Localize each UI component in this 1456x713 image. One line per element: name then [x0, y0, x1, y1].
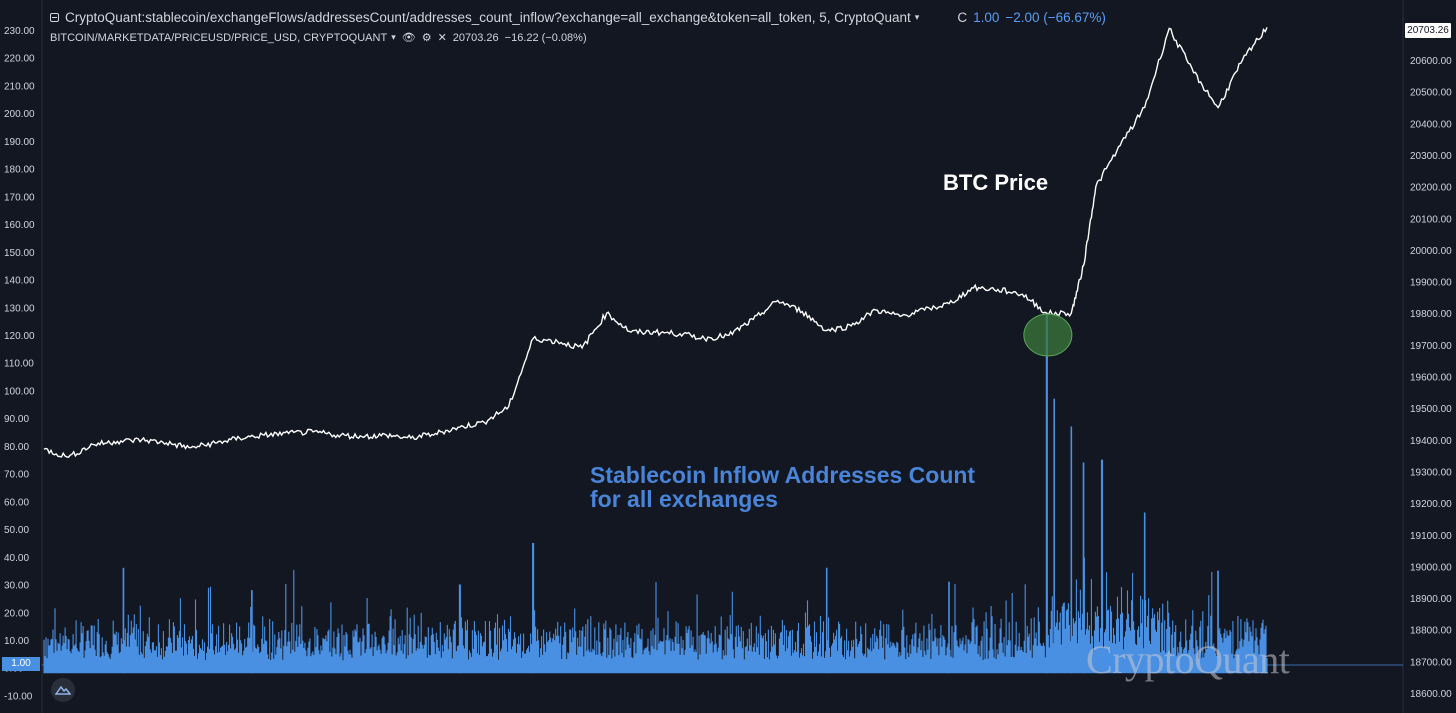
- right-tick-label: 19200.00: [1410, 499, 1452, 510]
- chart-legend: CryptoQuant:stablecoin/exchangeFlows/add…: [50, 10, 1106, 44]
- left-tick-label: 80.00: [4, 442, 29, 453]
- left-tick-label: 90.00: [4, 414, 29, 425]
- right-tick-label: 20000.00: [1410, 246, 1452, 257]
- right-tick-label: 19000.00: [1410, 562, 1452, 573]
- gear-icon[interactable]: ⚙: [421, 32, 432, 44]
- left-tick-label: 170.00: [4, 192, 35, 203]
- watermark: CryptoQuant: [1086, 637, 1290, 682]
- price-title: BITCOIN/MARKETDATA/PRICEUSD/PRICE_USD, C…: [50, 31, 388, 44]
- chevron-down-icon[interactable]: ▾: [914, 12, 920, 22]
- right-tick-label: 19600.00: [1410, 373, 1452, 384]
- series-legend-row[interactable]: CryptoQuant:stablecoin/exchangeFlows/add…: [50, 10, 1106, 25]
- close-icon[interactable]: ✕: [437, 32, 447, 44]
- left-tick-label: 120.00: [4, 331, 35, 342]
- btc-price-annotation: BTC Price: [943, 170, 1049, 195]
- left-tick-label: 130.00: [4, 303, 35, 314]
- left-tick-label: 100.00: [4, 386, 35, 397]
- right-tick-label: 20200.00: [1410, 183, 1452, 194]
- right-tick-label: 18900.00: [1410, 594, 1452, 605]
- right-tick-label: 19500.00: [1410, 404, 1452, 415]
- left-tick-label: 220.00: [4, 54, 35, 65]
- left-tick-label: -10.00: [4, 691, 33, 702]
- left-tick-label: 150.00: [4, 248, 35, 259]
- eye-icon[interactable]: 👁: [401, 32, 416, 44]
- right-tick-label: 19400.00: [1410, 436, 1452, 447]
- price-legend-row[interactable]: BITCOIN/MARKETDATA/PRICEUSD/PRICE_USD, C…: [50, 31, 1106, 45]
- right-tick-label: 19100.00: [1410, 531, 1452, 542]
- right-tick-label: 20400.00: [1410, 119, 1452, 130]
- left-tick-label: 20.00: [4, 608, 29, 619]
- right-tick-label: 18600.00: [1410, 689, 1452, 700]
- stablecoin-annotation: Stablecoin Inflow Addresses Count for al…: [590, 463, 975, 511]
- right-tick-label: 20300.00: [1410, 151, 1452, 162]
- left-tick-label: 60.00: [4, 497, 29, 508]
- left-tick-label: 140.00: [4, 276, 35, 287]
- price-change: −16.22 (−0.08%): [504, 31, 587, 44]
- left-tick-label: 70.00: [4, 470, 29, 481]
- right-tick-label: 20100.00: [1410, 214, 1452, 225]
- left-tick-label: 200.00: [4, 109, 35, 120]
- last-inflow-tag: 1.00: [2, 657, 40, 671]
- inflow-bars: [43, 312, 1268, 674]
- left-tick-label: 190.00: [4, 137, 35, 148]
- series-title: CryptoQuant:stablecoin/exchangeFlows/add…: [65, 10, 911, 25]
- last-price-tag: 20703.26: [1405, 23, 1451, 38]
- highlight-circle: [1023, 313, 1073, 357]
- left-tick-label: 10.00: [4, 636, 29, 647]
- right-tick-label: 18700.00: [1410, 657, 1452, 668]
- left-tick-label: 230.00: [4, 26, 35, 37]
- left-tick-label: 50.00: [4, 525, 29, 536]
- price-line: [43, 27, 1268, 458]
- chevron-down-icon[interactable]: ▾: [391, 32, 396, 42]
- price-value: 20703.26: [452, 31, 499, 44]
- series-close-value: 1.00: [973, 10, 1000, 25]
- stablecoin-annotation-line2: for all exchanges: [590, 486, 778, 512]
- left-tick-label: 180.00: [4, 165, 35, 176]
- left-tick-label: 210.00: [4, 81, 35, 92]
- left-tick-label: 40.00: [4, 553, 29, 564]
- right-tick-label: 19300.00: [1410, 467, 1452, 478]
- right-tick-label: 19900.00: [1410, 278, 1452, 289]
- right-tick-label: 20500.00: [1410, 88, 1452, 99]
- left-tick-label: 30.00: [4, 581, 29, 592]
- right-tick-label: 19800.00: [1410, 309, 1452, 320]
- right-tick-label: 19700.00: [1410, 341, 1452, 352]
- stablecoin-annotation-line1: Stablecoin Inflow Addresses Count: [590, 462, 976, 488]
- right-tick-label: 20600.00: [1410, 56, 1452, 67]
- left-tick-label: 160.00: [4, 220, 35, 231]
- right-tick-label: 18800.00: [1410, 626, 1452, 637]
- series-change: −2.00 (−66.67%): [1005, 10, 1106, 25]
- left-tick-label: 110.00: [4, 359, 34, 370]
- series-close-label: C: [957, 10, 968, 25]
- cryptoquant-logo-icon[interactable]: [51, 678, 75, 702]
- series-icon: [50, 13, 59, 22]
